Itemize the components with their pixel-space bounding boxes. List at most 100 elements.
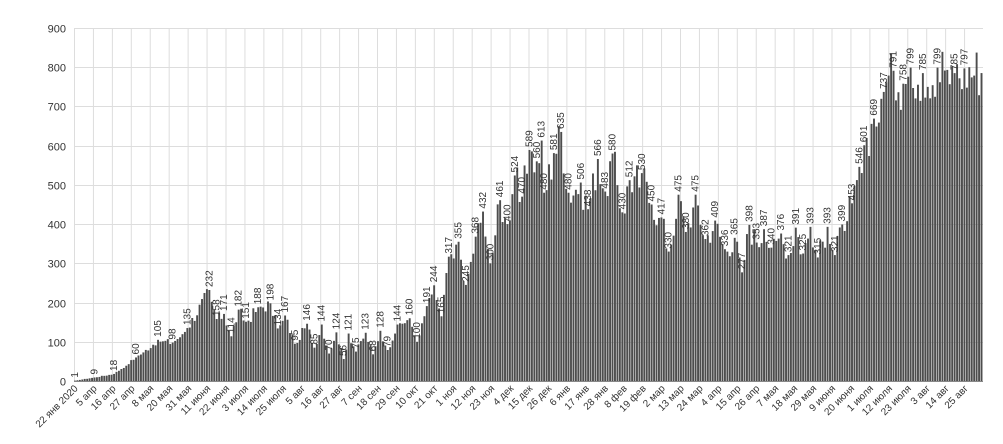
bar xyxy=(172,343,174,381)
bar xyxy=(482,212,484,381)
bar xyxy=(959,78,961,381)
bar xyxy=(397,325,399,381)
bar xyxy=(311,343,313,381)
bar xyxy=(250,322,252,381)
bar xyxy=(321,325,323,381)
bar xyxy=(113,374,115,381)
bar xyxy=(851,203,853,381)
bar xyxy=(538,163,540,381)
bar xyxy=(182,334,184,381)
bar xyxy=(861,173,863,381)
bar xyxy=(142,352,144,381)
bar xyxy=(353,346,355,381)
data-label: 417 xyxy=(656,197,667,214)
bar xyxy=(697,205,699,381)
bar xyxy=(101,376,103,381)
bar xyxy=(130,360,132,381)
bar xyxy=(607,196,609,381)
bar xyxy=(626,186,628,381)
y-tick-label: 600 xyxy=(48,142,66,154)
data-label: 409 xyxy=(710,200,721,217)
data-label: 530 xyxy=(637,153,648,170)
bar xyxy=(458,242,460,381)
bar xyxy=(111,375,113,381)
y-tick-label: 700 xyxy=(48,102,66,114)
bar xyxy=(648,203,650,381)
bar xyxy=(719,237,721,381)
data-label: 461 xyxy=(495,180,506,197)
bar xyxy=(553,153,555,381)
data-label: 70 xyxy=(324,339,335,351)
bar xyxy=(741,272,743,381)
bar xyxy=(827,227,829,381)
bar xyxy=(973,76,975,381)
bar xyxy=(682,216,684,381)
bar xyxy=(717,224,719,381)
bar xyxy=(125,366,127,381)
bar xyxy=(406,320,408,381)
bar xyxy=(585,196,587,381)
bar xyxy=(797,237,799,381)
data-label: 330 xyxy=(664,231,675,248)
data-label: 124 xyxy=(331,312,342,329)
y-tick-label: 800 xyxy=(48,63,66,75)
bar xyxy=(976,53,978,381)
data-label: 601 xyxy=(859,125,870,142)
bar xyxy=(651,205,653,382)
bar xyxy=(433,285,435,381)
bar xyxy=(177,339,179,381)
bar xyxy=(416,342,418,381)
bar xyxy=(208,290,210,381)
bar xyxy=(536,161,538,381)
bar xyxy=(675,219,677,381)
bar xyxy=(812,247,814,381)
y-tick-label: 300 xyxy=(48,259,66,271)
bar xyxy=(455,245,457,381)
bar xyxy=(897,92,899,381)
bar xyxy=(287,320,289,381)
bar xyxy=(179,337,181,381)
bar xyxy=(558,126,560,381)
bar xyxy=(123,368,125,381)
bar xyxy=(174,341,176,381)
bar xyxy=(404,323,406,381)
data-label: 387 xyxy=(759,209,770,226)
bar xyxy=(477,223,479,381)
bar xyxy=(230,336,232,381)
bar xyxy=(365,333,367,381)
data-label: 438 xyxy=(583,189,594,206)
bar xyxy=(316,344,318,381)
data-label: 560 xyxy=(532,141,543,158)
bar xyxy=(475,237,477,381)
data-label: 160 xyxy=(405,298,416,315)
bar xyxy=(641,173,643,381)
bar xyxy=(624,214,626,381)
bar xyxy=(423,316,425,381)
bar xyxy=(467,274,469,381)
x-tick-label: 22 янв 2020 xyxy=(34,383,81,430)
data-label: 399 xyxy=(837,204,848,221)
bar xyxy=(575,190,577,381)
bar xyxy=(924,98,926,381)
bar xyxy=(257,307,259,381)
bar xyxy=(687,223,689,381)
bar xyxy=(453,258,455,381)
bar xyxy=(450,254,452,381)
bar xyxy=(844,231,846,381)
y-tick-label: 900 xyxy=(48,24,66,36)
data-label: 580 xyxy=(608,133,619,150)
bar xyxy=(690,227,692,381)
bar xyxy=(646,182,648,381)
bar xyxy=(829,244,831,381)
y-tick-label: 100 xyxy=(48,338,66,350)
data-label: 100 xyxy=(412,322,423,339)
bar xyxy=(939,82,941,381)
bar xyxy=(678,195,680,381)
bar xyxy=(133,360,135,381)
data-label: 121 xyxy=(344,313,355,330)
bar xyxy=(431,294,433,381)
bar xyxy=(489,263,491,381)
bar xyxy=(118,371,120,381)
bar xyxy=(269,303,271,381)
bar xyxy=(917,85,919,381)
